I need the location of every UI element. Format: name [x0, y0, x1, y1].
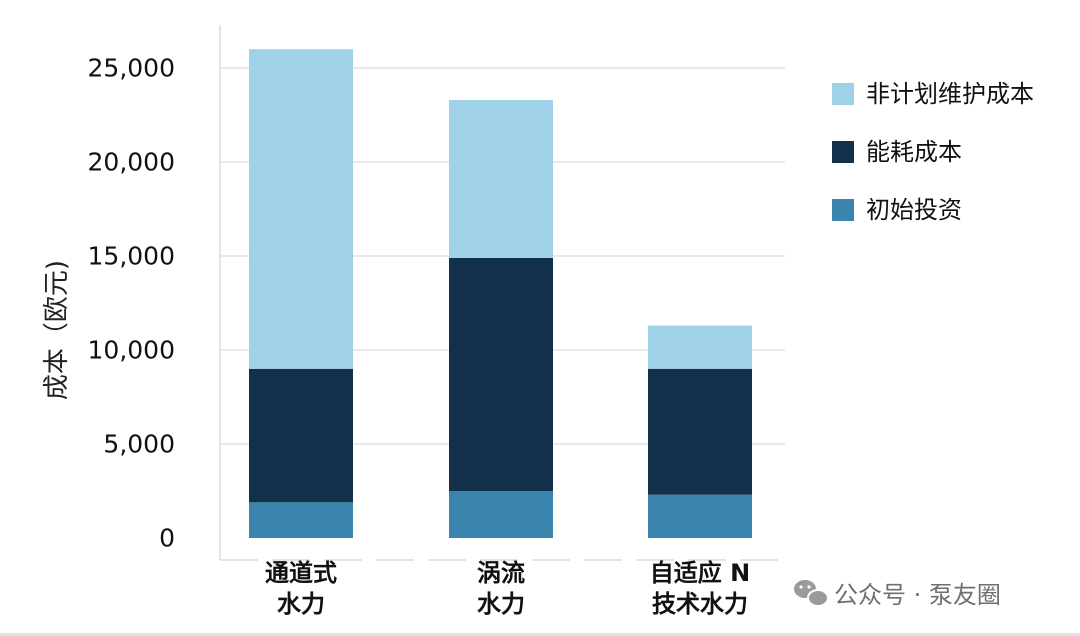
bottom-divider [0, 633, 1080, 636]
x-category-label: 自适应 N [650, 559, 750, 587]
bar-segment [648, 494, 752, 538]
bar-segment [648, 325, 752, 369]
bar-segment [449, 491, 553, 538]
y-tick-label: 20,000 [88, 148, 175, 177]
x-category-label: 水力 [477, 590, 525, 618]
wechat-icon [794, 580, 829, 607]
bars [249, 49, 752, 538]
bar-segment [449, 257, 553, 491]
watermark: 公众号 · 泵友圈 [794, 580, 1001, 609]
legend-label: 初始投资 [866, 196, 962, 224]
bar-segment [449, 99, 553, 258]
legend-swatch [832, 83, 854, 105]
y-tick-label: 15,000 [88, 242, 175, 271]
y-axis-label: 成本（欧元) [42, 260, 72, 400]
legend-label: 能耗成本 [866, 138, 962, 166]
y-tick-label: 5,000 [103, 430, 175, 459]
y-tick-label: 25,000 [88, 54, 175, 83]
x-category-label: 涡流 [477, 559, 525, 587]
legend-swatch [832, 141, 854, 163]
y-tick-label: 0 [159, 524, 175, 553]
bar-segment [249, 368, 353, 503]
bar-segment [249, 49, 353, 369]
y-tick-label: 10,000 [88, 336, 175, 365]
bar-segment [249, 502, 353, 538]
bar-segment [648, 368, 752, 495]
x-category-label: 通道式 [265, 559, 337, 587]
y-tick-labels: 0 5,000 10,000 15,000 20,000 25,000 [88, 54, 175, 553]
x-category-label: 水力 [277, 590, 325, 618]
legend-swatch [832, 199, 854, 221]
x-category-label: 技术水力 [652, 590, 748, 618]
watermark-text: 公众号 · 泵友圈 [834, 581, 1001, 609]
legend-label: 非计划维护成本 [866, 80, 1034, 108]
